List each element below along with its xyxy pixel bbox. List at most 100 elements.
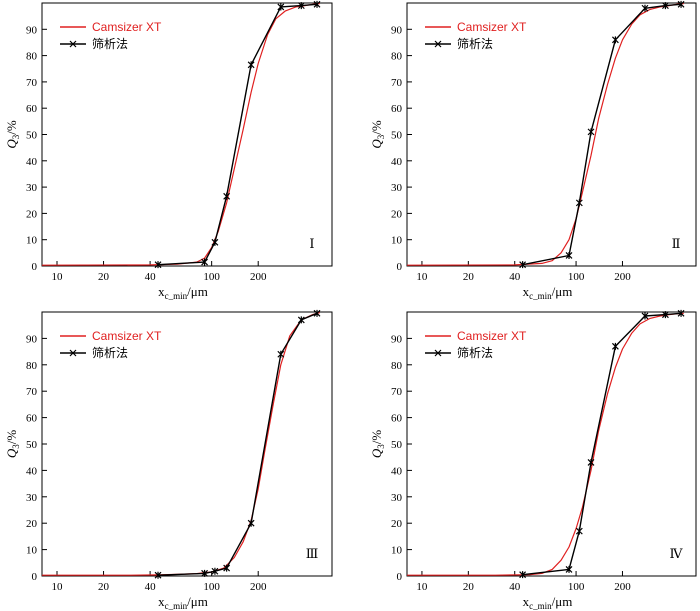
plot-frame [41,311,333,577]
x-tick-label: 10 [51,581,63,593]
panel-label: Ⅲ [306,546,319,561]
sieve-point [519,571,527,579]
sieve-point [277,3,285,11]
x-axis-label-unit: /μm [552,284,573,299]
x-axis-label-unit: /μm [187,594,208,609]
y-tick-label: 70 [391,77,403,89]
chart-panel-1: 0 10 20 30 40 50 60 70 80 90 10 20 40 100 200 Q3/% xc_mi… [4,0,333,301]
camsizer-curve [41,2,320,266]
sieve-point [519,261,527,269]
x-axis-label-main: x [523,284,530,299]
legend-label: 筛析法 [457,36,493,51]
y-axis-label-sub: 3 [11,444,21,449]
x-axis-label-unit: /μm [187,284,208,299]
legend-label: 筛析法 [92,36,128,51]
x-tick-label: 200 [250,581,267,593]
sieve-point [575,527,583,535]
sieve-point [662,2,669,10]
x-tick-label: 100 [203,581,220,593]
y-axis-label: Q3/% [369,430,386,459]
y-tick-label: 60 [391,103,403,115]
y-tick-label: 60 [26,413,38,425]
sieve-curve [522,3,682,266]
y-tick-label: 0 [32,261,38,273]
sieve-point [575,199,583,207]
chart-panel-3: 0 10 20 30 40 50 60 70 80 90 10 20 40 100 200 Q3/% xc_mi… [4,309,333,611]
panel-label: Ⅱ [672,236,681,251]
y-tick-label: 30 [391,492,403,504]
sieve-point [641,4,649,12]
x-tick-label: 20 [463,271,475,283]
y-tick-label: 10 [391,235,403,247]
y-axis-label-unit: /% [4,430,19,445]
legend-label: Camsizer XT [457,20,527,34]
x-tick-label: 200 [614,581,631,593]
x-tick-label: 10 [51,271,63,283]
y-axis-label-unit: /% [369,120,384,135]
legend-marker [69,349,77,357]
x-axis-label-main: x [158,284,165,299]
x-axis-label-main: x [158,594,165,609]
y-tick-label: 10 [26,545,38,557]
y-tick-label: 0 [32,571,38,583]
y-tick-label: 20 [391,208,403,220]
y-axis-label-sub: 3 [376,134,386,139]
y-tick-label: 80 [26,360,38,372]
x-tick-label: 20 [463,581,475,593]
y-tick-label: 20 [391,518,403,530]
panel-label: Ⅳ [670,546,684,561]
legend-label: 筛析法 [457,345,493,360]
sieve-point [611,36,619,44]
chart-panel-2: 0 10 20 30 40 50 60 70 80 90 10 20 40 100 200 Q3/% xc_mi… [369,0,697,301]
sieve-point [201,258,208,266]
panel-label: Ⅰ [309,236,314,251]
x-tick-label: 20 [98,581,110,593]
y-tick-label: 70 [391,386,403,398]
y-tick-label: 80 [391,360,403,372]
x-axis-label-main: x [523,594,530,609]
y-tick-label: 50 [26,130,38,142]
x-tick-label: 10 [416,581,428,593]
x-tick-label: 100 [203,271,220,283]
y-axis-label-main: Q [4,139,19,149]
sieve-point [565,251,573,259]
x-axis-label: xc_min/μm [523,284,573,301]
sieve-point [641,312,649,320]
y-tick-label: 10 [26,235,38,247]
y-axis-label: Q3/% [4,430,21,459]
y-tick-label: 30 [26,492,38,504]
y-tick-label: 0 [397,261,403,273]
chart-panel-4: 0 10 20 30 40 50 60 70 80 90 10 20 40 100 200 Q3/% xc_mi… [369,309,697,611]
sieve-curve [522,312,682,576]
sieve-point [211,567,219,575]
x-axis-label: xc_min/μm [158,284,208,301]
legend-label: 筛析法 [92,345,128,360]
y-tick-label: 30 [26,182,38,194]
y-tick-label: 50 [26,439,38,451]
sieve-point [587,128,595,136]
x-tick-label: 200 [614,271,631,283]
legend-label: Camsizer XT [92,20,162,34]
sieve-point [247,61,255,69]
y-tick-label: 70 [26,386,38,398]
legend-marker [434,349,442,357]
sieve-point [677,0,685,8]
sieve-point [587,458,595,466]
sieve-point [277,350,285,358]
sieve-point [201,569,208,577]
y-tick-label: 80 [26,51,38,63]
y-tick-label: 10 [391,545,403,557]
x-axis-label: xc_min/μm [523,594,573,611]
y-tick-label: 60 [391,413,403,425]
y-axis-label-unit: /% [369,430,384,445]
x-tick-label: 40 [145,581,157,593]
y-tick-label: 40 [391,465,403,477]
y-axis-label-main: Q [369,448,384,458]
sieve-point [223,564,231,572]
sieve-point [223,192,231,200]
sieve-point [677,309,685,317]
sieve-point [611,342,619,350]
y-tick-label: 30 [391,182,403,194]
y-tick-label: 50 [391,439,403,451]
sieve-point [313,0,321,8]
